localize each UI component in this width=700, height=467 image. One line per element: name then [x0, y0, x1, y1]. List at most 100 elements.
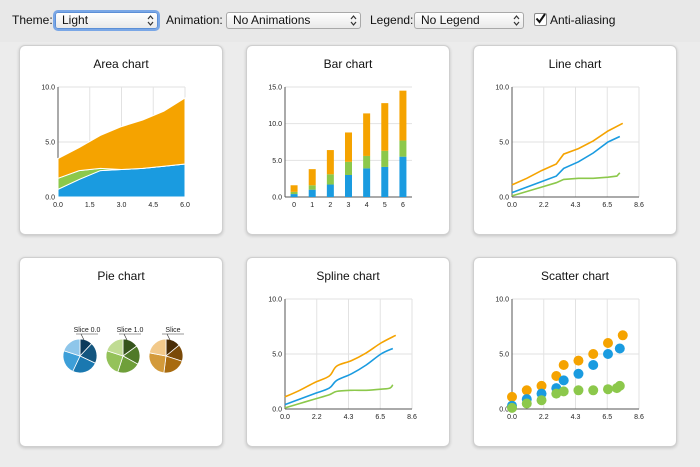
y-tick-label: 5.0: [45, 140, 55, 147]
scatter-point: [588, 385, 599, 396]
x-tick-label: 2.2: [539, 414, 549, 421]
bar: [345, 161, 352, 175]
y-tick-label: 10.0: [41, 85, 55, 92]
bar-chart: 0.0 5.0 10.0 15.0 0 1 2 3 4 5 6: [268, 85, 412, 209]
bar: [363, 168, 371, 197]
slice-label: Slice 0.0: [74, 327, 101, 334]
theme-select[interactable]: Light: [55, 12, 158, 29]
y-tick-label: 15.0: [268, 85, 282, 92]
scatter-point: [507, 402, 517, 413]
animation-select[interactable]: No Animations: [226, 12, 361, 29]
legend-select[interactable]: No Legend: [414, 12, 524, 29]
x-tick-label: 2.2: [312, 414, 322, 421]
x-tick-label: 0.0: [507, 414, 517, 421]
x-tick-label: 8.6: [634, 202, 644, 209]
animation-select-value: No Animations: [233, 13, 311, 27]
area-series: [57, 97, 186, 180]
scatter-point: [573, 368, 584, 379]
x-tick-label: 0: [292, 202, 296, 209]
y-tick-label: 10.0: [495, 85, 509, 92]
x-tick-label: 3.0: [117, 202, 127, 209]
pie-slice: [148, 338, 167, 357]
bar: [308, 169, 316, 186]
bar: [345, 175, 352, 197]
chevron-updown-icon: [513, 15, 520, 26]
bar: [381, 150, 389, 167]
pie-chart-panel: Pie chart Slice 0.0 Slice 1.0 Slice: [19, 257, 223, 447]
chart-title: Line chart: [548, 57, 602, 71]
pie-slice: [148, 352, 167, 374]
bar: [399, 140, 407, 157]
y-tick-label: 0.0: [499, 195, 509, 202]
pie-chart: Slice 0.0 Slice 1.0 Slice: [62, 327, 184, 374]
scatter-point: [521, 385, 532, 396]
chart-title: Area chart: [93, 57, 149, 71]
bar-chart-panel: Bar chart 0.0 5.0 10.0 15.0 0 1 2 3 4 5 6: [246, 45, 450, 235]
y-tick-label: 0.0: [272, 407, 282, 414]
x-tick-label: 8.6: [407, 414, 417, 421]
slice-leader-line: [80, 333, 85, 341]
scatter-point: [602, 349, 613, 359]
scatter-point: [614, 343, 625, 354]
bar: [326, 174, 334, 185]
scatter-point: [602, 384, 613, 395]
x-tick-label: 6.5: [602, 202, 612, 209]
x-tick-label: 8.6: [634, 414, 644, 421]
spline-chart-panel: Spline chart 0.0 5.0 10.0 0.0 2.2 4.3 6.5 8.6: [246, 257, 450, 447]
y-tick-label: 5.0: [499, 352, 509, 359]
bar: [399, 156, 407, 197]
line-chart: 0.0 5.0 10.0 0.0 2.2 4.3 6.5 8.6: [495, 85, 644, 210]
series-line: [284, 334, 397, 398]
x-tick-label: 6: [401, 202, 405, 209]
y-tick-label: 10.0: [268, 121, 282, 128]
line-chart-panel: Line chart 0.0 5.0 10.0 0.0 2.2 4.3 6.5 8.6: [473, 45, 677, 235]
spline-chart: 0.0 5.0 10.0 0.0 2.2 4.3 6.5 8.6: [268, 297, 417, 422]
checkmark-icon: [535, 13, 546, 24]
scatter-point: [617, 330, 628, 341]
antialiasing-checkbox[interactable]: [534, 13, 547, 26]
slice-label: Slice 1.0: [117, 327, 144, 334]
y-tick-label: 0.0: [499, 407, 509, 414]
x-tick-label: 0.0: [53, 202, 63, 209]
bar: [326, 150, 334, 175]
y-tick-label: 0.0: [272, 195, 282, 202]
x-tick-label: 2.2: [539, 202, 549, 209]
x-tick-label: 4.5: [148, 202, 158, 209]
scatter-point: [602, 338, 613, 348]
y-tick-label: 5.0: [272, 352, 282, 359]
x-tick-label: 4.3: [344, 414, 354, 421]
scatter-point: [573, 355, 584, 366]
x-tick-label: 5: [383, 202, 387, 209]
pie-slice: [106, 338, 124, 357]
bar: [345, 132, 352, 162]
y-tick-label: 10.0: [268, 297, 282, 304]
scatter-point: [573, 385, 584, 396]
slice-leader-line: [123, 333, 128, 341]
area-chart: 0.0 5.0 10.0 0.0 1.5 3.0 4.5 6.0: [41, 85, 190, 210]
chart-title: Pie chart: [97, 269, 145, 283]
scatter-point: [536, 395, 547, 406]
bar: [399, 90, 407, 141]
bar: [290, 194, 298, 197]
legend-select-value: No Legend: [421, 13, 480, 27]
x-tick-label: 0.0: [507, 202, 517, 209]
series-line: [284, 384, 394, 409]
bar: [308, 185, 316, 190]
x-tick-label: 6.5: [375, 414, 385, 421]
series-line: [284, 347, 394, 406]
scatter-point: [558, 360, 569, 370]
legend-label: Legend:: [370, 13, 414, 27]
scatter-point: [536, 380, 547, 391]
scatter-point: [588, 360, 599, 370]
y-tick-label: 0.0: [45, 195, 55, 202]
bar: [381, 103, 389, 151]
y-tick-label: 5.0: [272, 158, 282, 165]
scatter-chart-panel: Scatter chart 0.0 5.0 10.0 0.0 2.2 4.3 6.5 8.6: [473, 257, 677, 447]
slice-label: Slice: [165, 327, 180, 334]
scatter-point: [558, 375, 569, 386]
scatter-point: [507, 391, 517, 402]
bar: [326, 184, 334, 197]
scatter-point: [521, 398, 532, 409]
chart-title: Spline chart: [316, 269, 380, 283]
scatter-point: [551, 371, 562, 381]
